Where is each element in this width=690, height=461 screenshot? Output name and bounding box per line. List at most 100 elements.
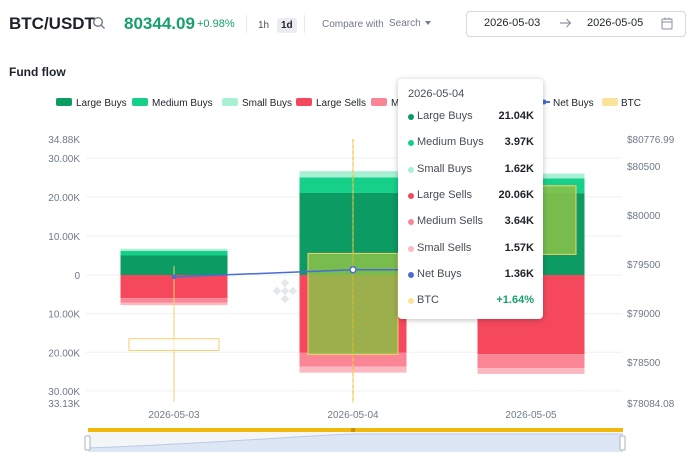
candle-body (128, 338, 220, 351)
tooltip-row: BTC +1.64% (398, 293, 543, 309)
range-center-marker (351, 428, 355, 432)
tooltip-label: Medium Buys (417, 136, 484, 149)
y-axis-left-label: 10.00K (48, 310, 80, 321)
legend-label: Small Buys (242, 98, 292, 109)
range-slider-line (87, 433, 623, 449)
divider (246, 15, 247, 33)
bar-large-buys (120, 255, 228, 275)
tooltip-dot-icon (408, 166, 414, 173)
range-slider-bar (88, 428, 623, 432)
tooltip-label: Large Sells (417, 188, 473, 201)
tooltip-row: Medium Buys 3.97K (398, 135, 543, 151)
y-axis-right-label: $80500 (627, 162, 661, 173)
tooltip-label: Small Buys (417, 162, 473, 175)
watermark-diamond (272, 286, 282, 296)
y-axis-right-label: $80776.99 (627, 135, 675, 146)
legend-swatch-medium-sells (371, 98, 387, 106)
tooltip-value: 1.57K (504, 241, 534, 254)
legend-label: M (391, 98, 399, 109)
compare-select-label: Search (389, 18, 421, 29)
legend-label: Medium Buys (152, 98, 213, 109)
tooltip-value: 1.36K (504, 267, 534, 280)
y-axis-right-label: $78084.08 (627, 399, 675, 410)
tooltip-row: Large Buys 21.04K (398, 109, 543, 125)
y-axis-right-label: $79000 (627, 309, 661, 320)
tooltip-dot-icon (408, 140, 414, 147)
tooltip-row: Small Sells 1.57K (398, 241, 543, 257)
tooltip-row: Medium Sells 3.64K (398, 214, 543, 230)
x-axis-label: 2026-05-05 (505, 410, 557, 421)
tooltip-row: Large Sells 20.06K (398, 188, 543, 204)
y-axis-left-label: 34.88K (48, 135, 80, 146)
divider (304, 15, 305, 33)
net-buys-point (349, 265, 357, 274)
legend-swatch-large-buys (56, 98, 72, 106)
range-handle-left[interactable] (84, 435, 91, 451)
search-icon[interactable] (92, 16, 106, 30)
y-axis-left-label: 10.00K (48, 232, 80, 243)
tooltip-value: 20.06K (498, 188, 534, 201)
calendar-icon[interactable] (661, 17, 673, 30)
y-axis-left-label: 20.00K (48, 193, 80, 204)
watermark-diamond (280, 278, 290, 288)
tooltip-value: 1.62K (504, 162, 534, 175)
tooltip-label: BTC (417, 294, 439, 307)
tooltip-dot-icon (408, 271, 414, 278)
legend-swatch-btc (602, 98, 618, 106)
legend-swatch-medium-buys (132, 98, 148, 106)
y-axis-right-label: $80000 (627, 211, 661, 222)
y-axis-left-label: 20.00K (48, 348, 80, 359)
tooltip-dot-icon (408, 298, 414, 305)
top-bar: BTC/USDT 80344.09 +0.98% 1h 1d Compare w… (0, 0, 690, 50)
bar-medium-buys (120, 250, 228, 256)
tooltip-label: Small Sells (417, 241, 472, 254)
section-title: Fund flow (9, 65, 66, 79)
tooltip-label: Large Buys (417, 110, 473, 122)
tooltip-dot-icon (408, 114, 414, 120)
net-buys-point (171, 274, 177, 280)
interval-1h[interactable]: 1h (258, 20, 270, 31)
compare-select[interactable]: Search (389, 18, 431, 29)
watermark-diamond (280, 294, 290, 304)
caret-down-icon (424, 21, 431, 26)
tooltip-dot-icon (408, 219, 414, 226)
y-axis-left-label: 0 (74, 271, 80, 282)
tooltip-label: Medium Sells (417, 215, 484, 228)
legend-label: BTC (621, 98, 641, 109)
watermark-logo (272, 278, 298, 304)
tooltip-value: 3.64K (504, 215, 534, 228)
x-axis-label: 2026-05-04 (327, 410, 379, 421)
price-change: +0.98% (197, 18, 235, 30)
tooltip-row: Small Buys 1.62K (398, 162, 543, 178)
tooltip: 2026-05-04 Large Buys 21.04K Medium Buys 3.… (398, 79, 543, 319)
compare-label: Compare with (322, 19, 384, 30)
watermark-diamond (280, 286, 290, 296)
tooltip-value: +1.64% (496, 294, 534, 307)
legend-label: Large Buys (76, 98, 127, 109)
bar-small-sells (477, 368, 585, 374)
legend-swatch-small-buys (222, 98, 238, 106)
x-axis-label: 2026-05-03 (148, 410, 200, 421)
watermark-diamond (288, 286, 298, 296)
legend-swatch-large-sells (296, 98, 312, 106)
date-range-picker[interactable]: 2026-05-03 2026-05-05 (466, 11, 686, 37)
last-price: 80344.09 (124, 14, 195, 33)
range-handle-right[interactable] (619, 435, 626, 451)
tooltip-dot-icon (408, 192, 414, 199)
arrow-right-icon (560, 18, 572, 28)
pair-title[interactable]: BTC/USDT (9, 14, 95, 33)
date-to[interactable]: 2026-05-05 (587, 17, 644, 29)
legend-label: Large Sells (316, 98, 366, 109)
date-from[interactable]: 2026-05-03 (484, 17, 541, 29)
interval-1d[interactable]: 1d (277, 18, 297, 33)
tooltip-row: Net Buys 1.36K (398, 267, 543, 283)
y-axis-left-label: 33.13K (48, 399, 80, 410)
tooltip-value: 21.04K (498, 110, 534, 122)
tooltip-date: 2026-05-04 (408, 88, 465, 100)
y-axis-left-label: 30.00K (48, 154, 80, 165)
tooltip-label: Net Buys (417, 267, 462, 280)
range-slider-area (88, 434, 623, 452)
y-axis-left-label: 30.00K (48, 387, 80, 398)
tooltip-dot-icon (408, 245, 414, 252)
